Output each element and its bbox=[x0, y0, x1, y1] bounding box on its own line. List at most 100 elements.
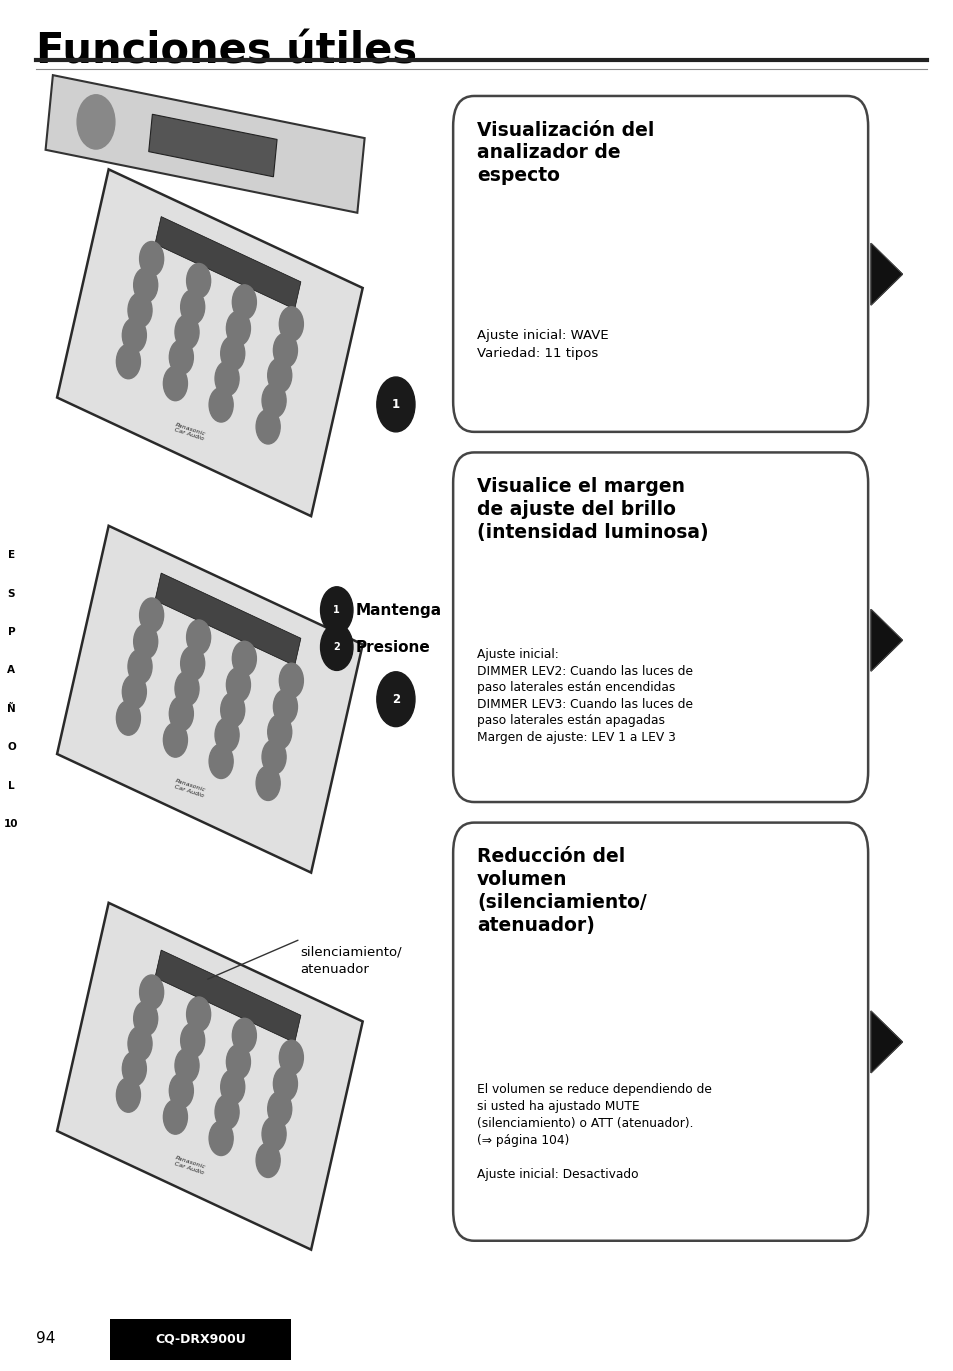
Circle shape bbox=[262, 740, 286, 775]
Circle shape bbox=[376, 377, 415, 432]
Circle shape bbox=[209, 744, 233, 779]
Circle shape bbox=[226, 311, 251, 345]
Circle shape bbox=[262, 384, 286, 418]
Text: Panasonic
Car Audio: Panasonic Car Audio bbox=[172, 422, 206, 441]
Circle shape bbox=[122, 675, 146, 709]
Circle shape bbox=[233, 285, 256, 319]
Circle shape bbox=[187, 997, 211, 1031]
Text: Panasonic
Car Audio: Panasonic Car Audio bbox=[172, 779, 206, 798]
Circle shape bbox=[133, 267, 157, 302]
Circle shape bbox=[169, 340, 193, 374]
Text: Funciones útiles: Funciones útiles bbox=[36, 30, 417, 73]
Circle shape bbox=[139, 241, 164, 276]
Text: 2: 2 bbox=[333, 642, 340, 653]
Text: Ajuste inicial: WAVE
Variedad: 11 tipos: Ajuste inicial: WAVE Variedad: 11 tipos bbox=[476, 329, 608, 359]
Circle shape bbox=[77, 95, 114, 149]
FancyBboxPatch shape bbox=[453, 96, 867, 432]
Circle shape bbox=[226, 668, 251, 702]
Text: Panasonic
Car Audio: Panasonic Car Audio bbox=[172, 1156, 206, 1175]
Text: S: S bbox=[8, 588, 15, 599]
Circle shape bbox=[122, 318, 146, 352]
Circle shape bbox=[180, 289, 205, 325]
Text: Visualice el margen
de ajuste del brillo
(intensidad luminosa): Visualice el margen de ajuste del brillo… bbox=[476, 477, 708, 542]
Text: 10: 10 bbox=[4, 818, 19, 829]
Circle shape bbox=[376, 672, 415, 727]
Circle shape bbox=[320, 587, 353, 633]
Circle shape bbox=[116, 344, 140, 378]
Polygon shape bbox=[154, 573, 300, 666]
Polygon shape bbox=[57, 170, 362, 515]
Text: Reducción del
volumen
(silenciamiento/
atenuador): Reducción del volumen (silenciamiento/ a… bbox=[476, 847, 646, 935]
Circle shape bbox=[279, 307, 303, 341]
Text: 2: 2 bbox=[392, 692, 399, 706]
Circle shape bbox=[169, 1073, 193, 1108]
Text: silenciamiento/
atenuador: silenciamiento/ atenuador bbox=[300, 946, 402, 976]
Circle shape bbox=[116, 1078, 140, 1112]
Circle shape bbox=[274, 333, 297, 367]
Text: CQ-DRX900U: CQ-DRX900U bbox=[154, 1333, 246, 1346]
Circle shape bbox=[268, 714, 292, 749]
Circle shape bbox=[262, 1117, 286, 1152]
Circle shape bbox=[320, 624, 353, 670]
Text: Presione: Presione bbox=[355, 640, 430, 654]
Circle shape bbox=[139, 975, 164, 1009]
Circle shape bbox=[214, 717, 239, 753]
Text: A: A bbox=[8, 665, 15, 676]
Circle shape bbox=[187, 263, 211, 298]
Circle shape bbox=[268, 358, 292, 392]
Circle shape bbox=[214, 361, 239, 396]
Circle shape bbox=[220, 336, 245, 370]
Polygon shape bbox=[870, 244, 902, 304]
Polygon shape bbox=[149, 114, 276, 177]
Text: Ñ: Ñ bbox=[7, 703, 16, 714]
Circle shape bbox=[139, 598, 164, 632]
Circle shape bbox=[163, 723, 187, 757]
Circle shape bbox=[169, 696, 193, 731]
FancyBboxPatch shape bbox=[110, 1319, 291, 1360]
Text: 94: 94 bbox=[36, 1331, 55, 1346]
Circle shape bbox=[214, 1094, 239, 1130]
Circle shape bbox=[128, 650, 152, 684]
Circle shape bbox=[209, 1121, 233, 1156]
Circle shape bbox=[174, 315, 199, 350]
Text: Mantenga: Mantenga bbox=[355, 603, 441, 617]
Text: E: E bbox=[8, 550, 15, 561]
Circle shape bbox=[133, 1001, 157, 1035]
Circle shape bbox=[233, 642, 256, 676]
Circle shape bbox=[220, 692, 245, 727]
Text: L: L bbox=[9, 780, 14, 791]
Circle shape bbox=[163, 366, 187, 400]
Circle shape bbox=[209, 388, 233, 422]
Circle shape bbox=[163, 1100, 187, 1134]
Circle shape bbox=[133, 624, 157, 658]
Circle shape bbox=[279, 664, 303, 698]
Polygon shape bbox=[870, 1012, 902, 1072]
Text: Visualización del
analizador de
especto: Visualización del analizador de especto bbox=[476, 121, 654, 185]
Circle shape bbox=[255, 766, 280, 801]
Circle shape bbox=[174, 672, 199, 706]
Polygon shape bbox=[870, 609, 902, 670]
Circle shape bbox=[174, 1049, 199, 1083]
Circle shape bbox=[220, 1069, 245, 1104]
Circle shape bbox=[255, 410, 280, 444]
Text: 1: 1 bbox=[392, 398, 399, 411]
Circle shape bbox=[128, 1027, 152, 1061]
Circle shape bbox=[180, 1023, 205, 1058]
Circle shape bbox=[187, 620, 211, 654]
Polygon shape bbox=[57, 526, 362, 872]
Circle shape bbox=[122, 1052, 146, 1086]
FancyBboxPatch shape bbox=[453, 452, 867, 802]
Polygon shape bbox=[46, 75, 364, 213]
Circle shape bbox=[116, 701, 140, 735]
FancyBboxPatch shape bbox=[453, 823, 867, 1241]
Text: O: O bbox=[7, 742, 16, 753]
Text: Ajuste inicial:
DIMMER LEV2: Cuando las luces de
paso laterales están encendidas: Ajuste inicial: DIMMER LEV2: Cuando las … bbox=[476, 648, 692, 744]
Circle shape bbox=[180, 646, 205, 681]
Circle shape bbox=[274, 690, 297, 724]
Circle shape bbox=[255, 1143, 280, 1178]
Text: 1: 1 bbox=[333, 605, 340, 616]
Polygon shape bbox=[57, 903, 362, 1249]
Circle shape bbox=[274, 1067, 297, 1101]
Polygon shape bbox=[154, 950, 300, 1043]
Circle shape bbox=[279, 1041, 303, 1075]
